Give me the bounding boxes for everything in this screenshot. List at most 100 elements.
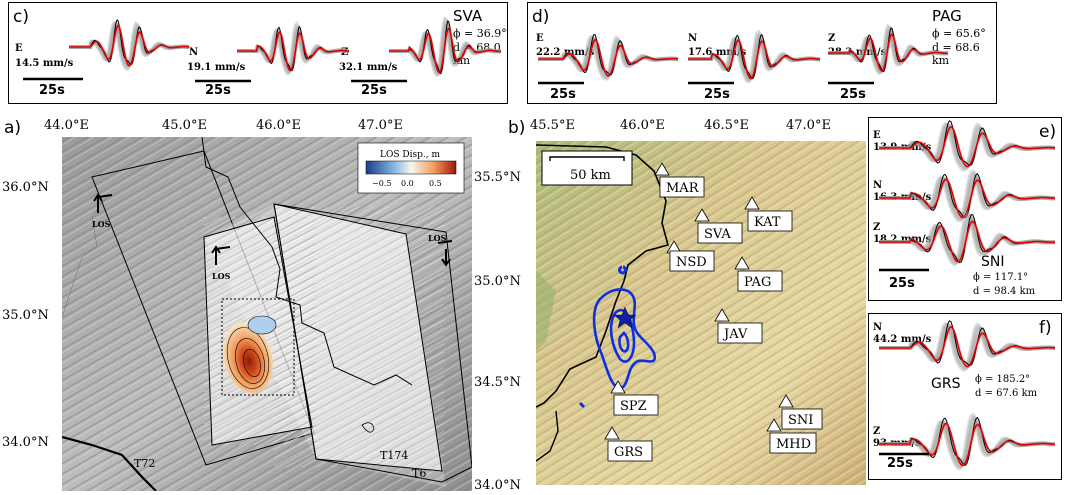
panel-e-label: e)	[1039, 122, 1057, 142]
station-markers: MAR SVA KAT NSD PAG JAV SPZ SNI GRS MHD	[604, 162, 823, 462]
synthetic-trace	[879, 325, 1056, 368]
panel-c-label: c)	[13, 7, 29, 27]
panel-a-lat-tick: 35.0°N	[2, 308, 49, 323]
time-scale-label: 25s	[704, 87, 730, 102]
trace-label: E	[536, 33, 544, 44]
trace-label: N	[688, 33, 698, 44]
trace-label: Z	[341, 47, 349, 58]
legend-title: LOS Disp., m	[380, 150, 440, 160]
panel-d-dist: d = 68.6 km	[932, 41, 980, 67]
time-scale-label: 25s	[550, 87, 576, 102]
synthetic-trace	[879, 178, 1056, 219]
synthetic-envelope	[879, 324, 1056, 366]
trace-amplitude: 19.1 mm/s	[187, 62, 246, 73]
trace-amplitude: 14.5 mm/s	[15, 58, 74, 69]
panel-e-dist: d = 98.4 km	[973, 286, 1036, 297]
panel-f-traces	[879, 320, 1056, 471]
color-bar	[365, 160, 457, 175]
panel-b-label: b)	[508, 118, 526, 138]
los-label: LOS	[92, 219, 111, 229]
trace-label: Z	[873, 222, 881, 233]
trace-amplitude: 17.6 mm/s	[688, 47, 747, 58]
station-label: SVA	[704, 227, 731, 242]
panel-a-lon-tick: 45.0°E	[162, 118, 207, 133]
panel-e-station: SNI	[981, 254, 1005, 270]
panel-d-traces	[538, 23, 949, 85]
panel-b-lat-tick: 34.0°N	[474, 478, 521, 493]
station-label: PAG	[744, 275, 771, 290]
panel-e-traces	[879, 120, 1056, 272]
station-label: GRS	[614, 445, 643, 460]
synthetic-trace	[389, 27, 502, 74]
time-scale-label: 25s	[205, 83, 231, 98]
los-label: LOS	[428, 233, 447, 243]
panel-f-station: GRS	[931, 376, 961, 392]
trace-label: Z	[828, 33, 836, 44]
synthetic-trace	[828, 33, 948, 72]
panel-d-waveforms: d) PAG ϕ = 65.6° d = 68.6 km E 22.2 mm/s…	[527, 2, 997, 104]
legend-tick: −0.5	[372, 179, 391, 188]
panel-d-label: d)	[532, 7, 550, 27]
panel-a-lat-tick: 34.0°N	[2, 435, 49, 450]
station-label: MHD	[776, 437, 811, 452]
panel-b-lat-tick: 34.5°N	[474, 375, 521, 390]
synthetic-envelope	[879, 124, 1056, 166]
time-scale-label: 25s	[889, 276, 915, 291]
station-label: KAT	[754, 215, 781, 230]
panel-b-lat-tick: 35.5°N	[474, 170, 521, 185]
time-scale-label: 25s	[887, 456, 913, 471]
panel-c-station: SVA	[453, 7, 483, 25]
panel-e-phi: ϕ = 117.1°	[973, 272, 1029, 283]
panel-f-label: f)	[1039, 318, 1052, 338]
epicenter-star-icon	[613, 306, 637, 329]
track-label: T174	[380, 449, 408, 462]
synthetic-trace	[879, 125, 1056, 168]
trace-label: N	[873, 322, 883, 333]
station-label: NSD	[676, 255, 707, 270]
panel-b-lon-tick: 46.5°E	[704, 118, 749, 133]
panel-f-phi: ϕ = 185.2°	[975, 374, 1031, 385]
synthetic-trace	[538, 38, 679, 77]
panel-f-waveforms: f) N 44.2 mm/s Z 93 mm/s GRS ϕ = 185.2° …	[868, 313, 1062, 480]
trace-amplitude: 32.1 mm/s	[339, 62, 398, 73]
station-label: SPZ	[620, 399, 647, 414]
los-label: LOS	[212, 271, 231, 281]
track-label: T6	[412, 467, 426, 480]
panel-a-lat-tick: 36.0°N	[2, 180, 49, 195]
panel-a-lon-tick: 44.0°E	[44, 118, 89, 133]
panel-e-waveforms: e) E 13.9 mm/s N 16.3 mm/s Z 18.2 mm/s S…	[868, 117, 1062, 301]
synthetic-trace	[688, 39, 821, 80]
trace-label: E	[15, 43, 23, 54]
trace-amplitude: 18.2 mm/s	[873, 234, 932, 245]
trace-label: N	[189, 47, 199, 58]
los-arrow-icon	[93, 193, 453, 267]
trace-amplitude: 44.2 mm/s	[873, 334, 932, 345]
legend-tick: 0.5	[429, 179, 442, 188]
track-label: T72	[134, 457, 155, 470]
trace-label: Z	[873, 426, 881, 437]
time-scale-label: 25s	[361, 83, 387, 98]
panel-d-station: PAG	[932, 7, 962, 25]
panel-c-waveforms: c) SVA ϕ = 36.9° d = 68.0 km E 14.5 mm/s…	[8, 2, 508, 104]
synthetic-trace	[879, 220, 1055, 263]
panel-b-lon-tick: 47.0°E	[786, 118, 831, 133]
panel-a-lon-tick: 46.0°E	[256, 118, 301, 133]
synthetic-trace	[69, 24, 190, 67]
trace-label: E	[873, 130, 881, 141]
panel-c-traces	[23, 15, 502, 83]
trace-amplitude: 28.3 mm/s	[828, 47, 887, 58]
panel-b-lat-tick: 35.0°N	[474, 274, 521, 289]
trace-label: N	[873, 180, 883, 191]
panel-a-insar-map: LOS LOS LOS T72 T174 T6 LOS Disp., m −0.…	[62, 137, 472, 491]
station-label: SNI	[788, 413, 813, 428]
panel-a-label: a)	[4, 118, 22, 138]
station-label: MAR	[666, 181, 700, 196]
time-scale-label: 25s	[840, 87, 866, 102]
deformation-contour	[578, 265, 657, 409]
panel-d-phi: ϕ = 65.6°	[932, 27, 986, 40]
panel-b-lon-tick: 45.5°E	[530, 118, 575, 133]
panel-b-topo-map: 50 km MAR SVA KAT NSD PAG JAV SPZ SNI GR…	[536, 141, 866, 485]
panel-b-lon-tick: 46.0°E	[620, 118, 665, 133]
scale-label: 50 km	[570, 168, 611, 183]
time-scale-label: 25s	[39, 83, 65, 98]
